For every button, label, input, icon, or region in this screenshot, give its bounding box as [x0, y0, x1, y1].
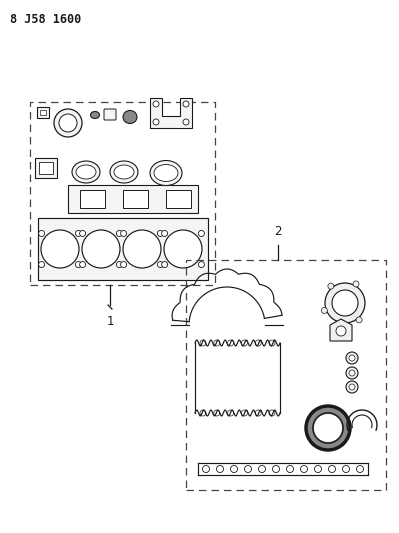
Bar: [80, 190, 105, 208]
Circle shape: [117, 230, 122, 237]
Polygon shape: [330, 319, 352, 341]
Circle shape: [82, 230, 120, 268]
Bar: [37, 107, 49, 118]
Circle shape: [227, 410, 233, 416]
Bar: [68, 185, 198, 213]
Circle shape: [231, 465, 237, 472]
Circle shape: [39, 230, 45, 237]
Ellipse shape: [91, 111, 99, 118]
Circle shape: [346, 352, 358, 364]
Circle shape: [349, 384, 355, 390]
Ellipse shape: [110, 161, 138, 183]
Circle shape: [198, 262, 204, 268]
Circle shape: [356, 317, 362, 323]
Ellipse shape: [123, 110, 137, 124]
Circle shape: [245, 465, 251, 472]
Circle shape: [39, 262, 45, 268]
Circle shape: [332, 290, 358, 316]
Polygon shape: [150, 98, 192, 128]
Circle shape: [314, 465, 322, 472]
Text: 8 J58 1600: 8 J58 1600: [10, 13, 81, 26]
Circle shape: [356, 465, 363, 472]
Bar: [123, 190, 148, 208]
Ellipse shape: [72, 161, 100, 183]
Circle shape: [241, 340, 247, 346]
Circle shape: [342, 465, 350, 472]
Bar: [38, 218, 208, 280]
Text: 1: 1: [106, 315, 114, 328]
Bar: [30, 102, 215, 285]
Circle shape: [306, 406, 350, 450]
Circle shape: [273, 465, 280, 472]
Circle shape: [200, 340, 206, 346]
FancyBboxPatch shape: [104, 109, 116, 120]
Circle shape: [269, 410, 275, 416]
Circle shape: [325, 283, 365, 323]
Circle shape: [328, 465, 336, 472]
Circle shape: [162, 230, 168, 237]
Circle shape: [120, 262, 126, 268]
Circle shape: [328, 283, 334, 289]
Circle shape: [349, 370, 355, 376]
Circle shape: [217, 465, 223, 472]
Circle shape: [349, 355, 355, 361]
Circle shape: [59, 114, 77, 132]
Bar: [40, 110, 46, 115]
Circle shape: [123, 230, 161, 268]
Circle shape: [259, 465, 265, 472]
Ellipse shape: [76, 165, 96, 179]
Circle shape: [117, 262, 122, 268]
Circle shape: [313, 413, 343, 443]
Bar: [35, 158, 57, 178]
Circle shape: [353, 281, 359, 287]
Circle shape: [183, 119, 189, 125]
Circle shape: [336, 326, 346, 336]
Circle shape: [153, 101, 159, 107]
Circle shape: [153, 119, 159, 125]
Circle shape: [183, 101, 189, 107]
Circle shape: [346, 381, 358, 393]
Circle shape: [346, 367, 358, 379]
Circle shape: [255, 410, 261, 416]
Circle shape: [203, 465, 209, 472]
Circle shape: [120, 230, 126, 237]
Bar: [39, 162, 53, 174]
Circle shape: [269, 340, 275, 346]
Circle shape: [214, 410, 220, 416]
Circle shape: [321, 308, 327, 313]
Circle shape: [80, 230, 86, 237]
Circle shape: [241, 410, 247, 416]
Bar: [186, 260, 386, 490]
Ellipse shape: [150, 160, 182, 185]
Circle shape: [157, 230, 163, 237]
Circle shape: [80, 262, 86, 268]
Ellipse shape: [154, 165, 178, 182]
Circle shape: [157, 262, 163, 268]
Bar: [166, 190, 191, 208]
Circle shape: [75, 230, 81, 237]
Circle shape: [214, 340, 220, 346]
Circle shape: [255, 340, 261, 346]
Circle shape: [75, 262, 81, 268]
Circle shape: [54, 109, 82, 137]
Circle shape: [200, 410, 206, 416]
Ellipse shape: [114, 165, 134, 179]
Circle shape: [41, 230, 79, 268]
Text: 2: 2: [274, 225, 282, 238]
Circle shape: [286, 465, 294, 472]
Circle shape: [300, 465, 308, 472]
Circle shape: [227, 340, 233, 346]
Circle shape: [162, 262, 168, 268]
Circle shape: [198, 230, 204, 237]
Circle shape: [164, 230, 202, 268]
